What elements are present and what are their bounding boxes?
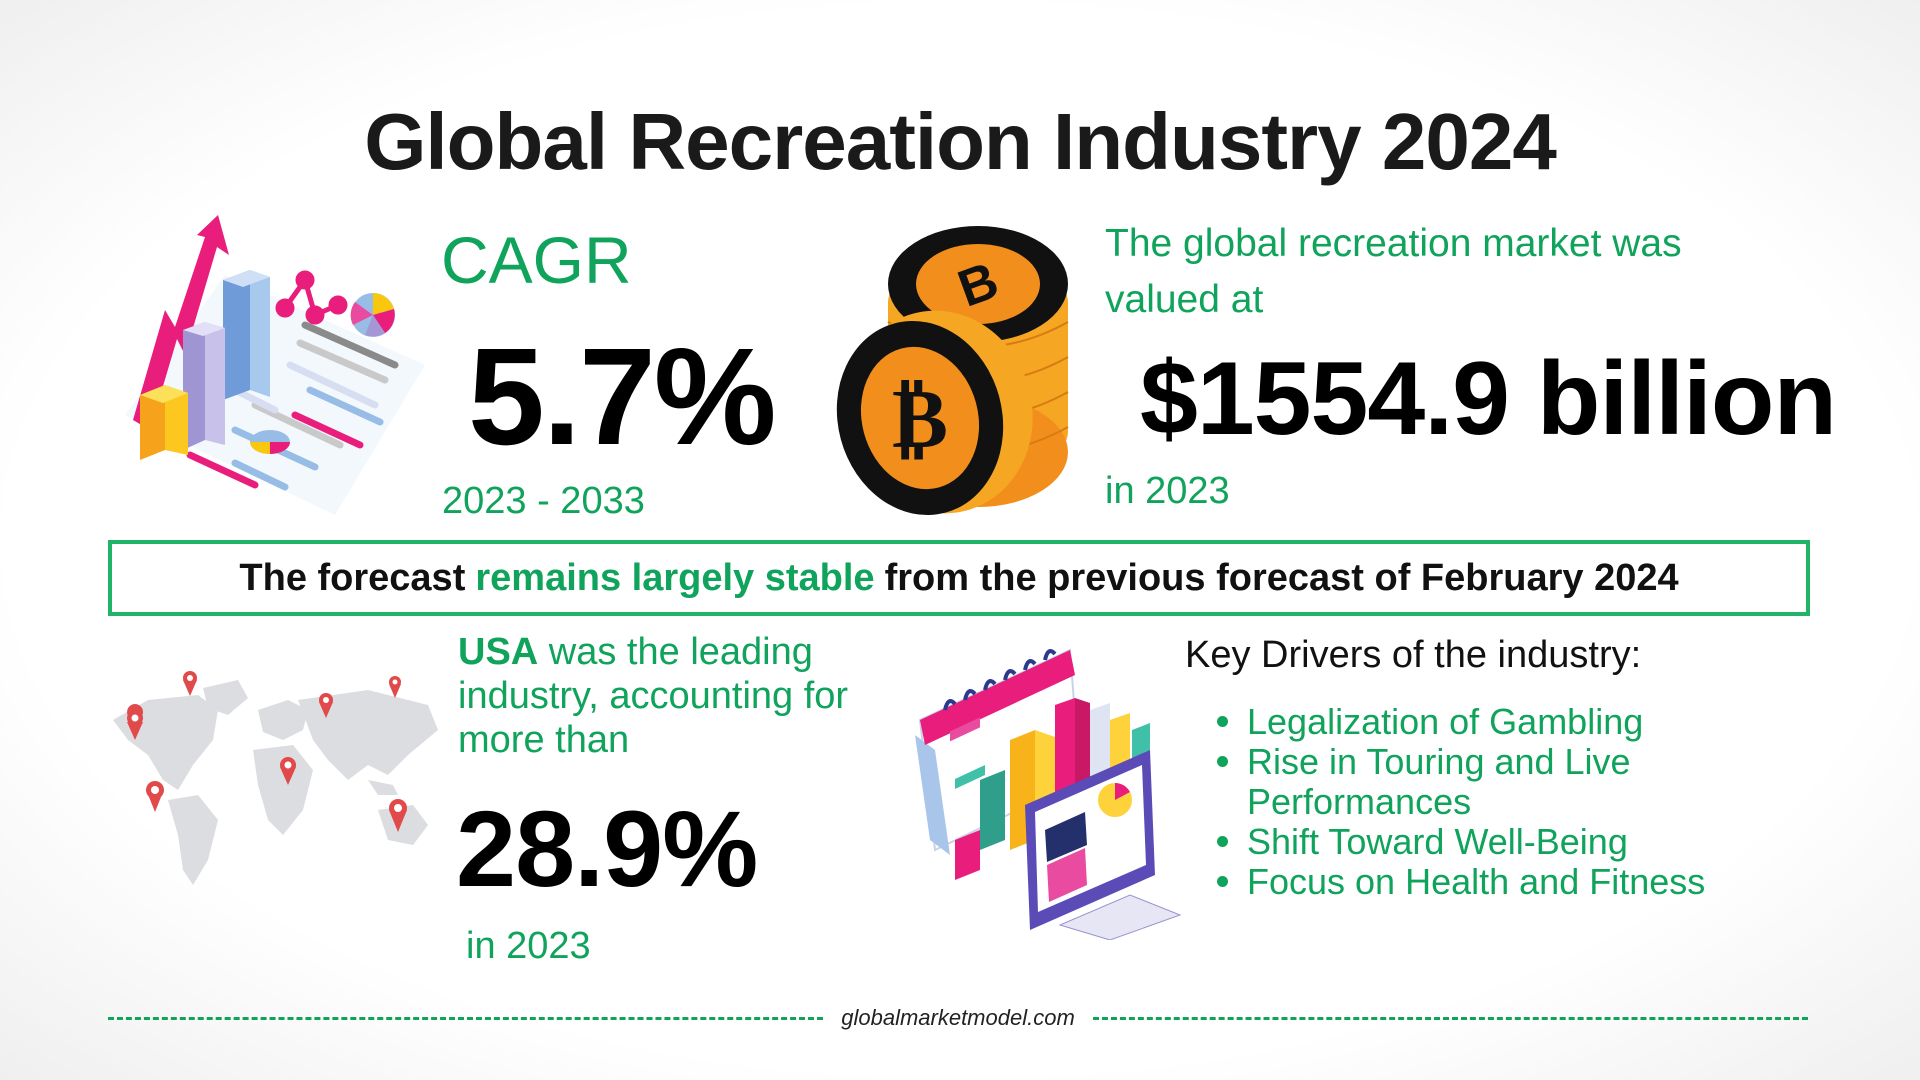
region-year: in 2023 bbox=[466, 925, 591, 967]
driver-label: Focus on Health and Fitness bbox=[1247, 861, 1706, 902]
drivers-list: Legalization of Gambling Rise in Touring… bbox=[1213, 702, 1767, 902]
banner-suffix: from the previous forecast of February 2… bbox=[884, 556, 1679, 599]
svg-text:₿: ₿ bbox=[892, 373, 948, 466]
footer-divider-right bbox=[1092, 1016, 1809, 1020]
driver-label: Rise in Touring and Live Performances bbox=[1247, 741, 1631, 822]
bullet-icon bbox=[1217, 836, 1228, 847]
banner-prefix: The forecast bbox=[239, 556, 466, 599]
footer: globalmarketmodel.com bbox=[108, 1003, 1809, 1033]
bullet-icon bbox=[1217, 756, 1228, 767]
world-map-pins-icon bbox=[108, 670, 448, 890]
driver-item: Rise in Touring and Live Performances bbox=[1213, 742, 1767, 822]
driver-label: Shift Toward Well-Being bbox=[1247, 821, 1628, 862]
driver-item: Shift Toward Well-Being bbox=[1213, 822, 1767, 862]
drivers-title: Key Drivers of the industry: bbox=[1185, 634, 1642, 676]
region-country: USA bbox=[458, 631, 539, 673]
region-text: was the leading industry, accounting for… bbox=[458, 631, 849, 761]
market-intro-line1: The global recreation market was bbox=[1105, 222, 1682, 265]
bullet-icon bbox=[1217, 716, 1228, 727]
driver-item: Focus on Health and Fitness bbox=[1213, 862, 1767, 902]
cagr-value: 5.7% bbox=[468, 320, 777, 474]
bullet-icon bbox=[1217, 876, 1228, 887]
footer-divider-left bbox=[108, 1016, 824, 1020]
market-value: $1554.9 billion bbox=[1140, 341, 1837, 457]
cagr-label: CAGR bbox=[441, 223, 632, 297]
calendar-analytics-monitor-icon bbox=[910, 640, 1190, 941]
footer-site-link[interactable]: globalmarketmodel.com bbox=[841, 1005, 1075, 1030]
market-intro-line2: valued at bbox=[1105, 278, 1264, 321]
forecast-banner: The forecast remains largely stable from… bbox=[108, 540, 1810, 616]
market-year: in 2023 bbox=[1105, 470, 1230, 512]
coin-stack-icon: B ₿ bbox=[828, 222, 1078, 522]
cagr-period: 2023 - 2033 bbox=[442, 480, 645, 522]
page-title: Global Recreation Industry 2024 bbox=[364, 97, 1557, 186]
region-share-value: 28.9% bbox=[456, 788, 758, 909]
driver-item: Legalization of Gambling bbox=[1213, 702, 1767, 742]
driver-label: Legalization of Gambling bbox=[1247, 701, 1644, 742]
banner-highlight: remains largely stable bbox=[475, 556, 875, 599]
region-description: USA was the leading industry, accounting… bbox=[458, 630, 898, 762]
growth-chart-report-icon bbox=[105, 215, 435, 515]
